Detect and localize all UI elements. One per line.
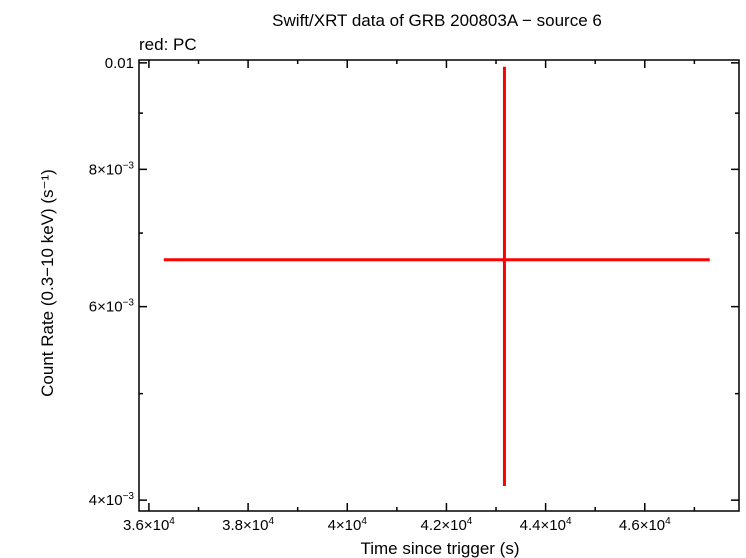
y-tick-label: 4×10−3 — [89, 491, 135, 509]
y-axis-label: Count Rate (0.3−10 keV) (s⁻¹) — [38, 169, 57, 397]
x-tick-label: 4.4×104 — [520, 516, 572, 534]
x-tick-label: 4×104 — [328, 516, 368, 534]
series-pc — [163, 66, 710, 487]
x-tick-label: 3.6×104 — [123, 516, 175, 534]
chart-subtitle: red: PC — [139, 35, 197, 54]
x-tick-label: 4.6×104 — [619, 516, 671, 534]
y-axis-ticks: 4×10−3 6×10−3 8×10−3 0.01 — [89, 55, 739, 509]
plot-frame — [138, 59, 740, 512]
x-tick-label: 4.2×104 — [421, 516, 473, 534]
chart-title: Swift/XRT data of GRB 200803A − source 6 — [272, 11, 602, 30]
x-axis-ticks: 3.6×104 3.8×104 4×104 4.2×104 4.4×104 4.6×104 — [123, 60, 696, 534]
y-tick-label: 8×10−3 — [89, 160, 135, 178]
y-tick-label: 6×10−3 — [89, 298, 135, 316]
x-axis-label: Time since trigger (s) — [360, 539, 519, 558]
x-tick-label: 3.8×104 — [222, 516, 274, 534]
y-tick-label: 0.01 — [105, 55, 134, 72]
